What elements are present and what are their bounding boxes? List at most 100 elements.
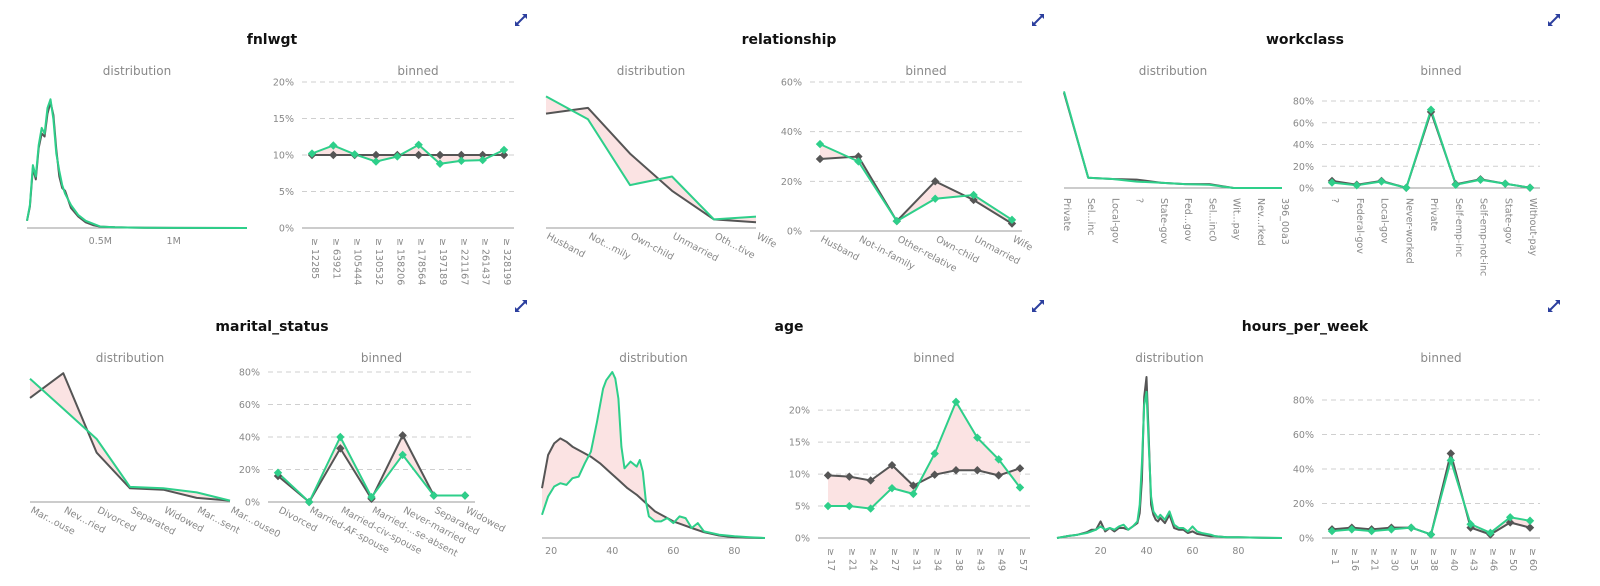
x-tick-label: ≥ 24 xyxy=(868,548,879,571)
current-point xyxy=(329,141,338,150)
current-point xyxy=(429,491,439,500)
current-point xyxy=(1446,456,1455,465)
x-tick-label: Federal-gov xyxy=(1354,198,1365,254)
current-distribution-line xyxy=(1063,91,1282,189)
current-binned-line xyxy=(828,399,1021,510)
current-point xyxy=(845,501,854,511)
binned-chart: 0% 20% 40% 60% 80%? Federal-gov Local-gov Never… xyxy=(1293,97,1540,276)
drift-difference-area xyxy=(278,435,465,502)
current-point xyxy=(1486,528,1495,538)
x-tick-label: ≥ 50 xyxy=(1507,548,1518,571)
current-point xyxy=(1367,526,1376,536)
drift-difference-area xyxy=(27,99,247,228)
current-point xyxy=(336,432,345,442)
x-tick-label: ≥ 34 xyxy=(932,548,943,571)
binned-chart: 0% 5% 10% 15% 20% ≥ 17 ≥ 21 ≥ 24 ≥ 27 ≥ 31 ≥ 34 ≥ 3… xyxy=(789,397,1030,571)
drift-difference-area xyxy=(542,372,765,538)
x-tick-label: Own-child xyxy=(629,231,676,263)
expand-icon[interactable] xyxy=(1548,14,1560,26)
binned-subtitle: binned xyxy=(397,64,438,78)
reference-point xyxy=(414,150,423,160)
x-tick-label: ≥ 40 xyxy=(1448,548,1459,571)
x-tick-label: Sel...inc xyxy=(1085,198,1096,235)
x-tick-label: Wife xyxy=(1011,234,1035,254)
y-tick-label: 40% xyxy=(1293,140,1314,151)
x-tick-label: Private xyxy=(1061,198,1072,231)
x-tick-label: 60 xyxy=(667,546,679,557)
binned-chart: 0% 20% 40% 60% 80% ≥ 1 ≥ 16 ≥ 21 ≥ 30 ≥ 35 ≥ 38 ≥ 4… xyxy=(1293,396,1540,571)
expand-icon[interactable] xyxy=(515,300,527,312)
current-point xyxy=(1476,175,1485,185)
expand-icon[interactable] xyxy=(1032,14,1044,26)
current-distribution-line xyxy=(541,371,766,539)
x-tick-label: ≥ 30 xyxy=(1388,548,1399,571)
x-tick-label: ≥ 21 xyxy=(1369,548,1380,571)
reference-point xyxy=(1506,518,1515,527)
x-tick-label: 20 xyxy=(1095,546,1107,557)
y-tick-label: 60% xyxy=(1293,118,1314,129)
reference-point xyxy=(457,150,466,160)
current-point xyxy=(1327,178,1337,187)
reference-point xyxy=(823,471,833,480)
x-tick-label: Local-gov xyxy=(1379,198,1390,244)
current-point xyxy=(887,483,897,493)
x-tick-label: 396_00a3 xyxy=(1279,198,1290,245)
y-tick-label: 20% xyxy=(239,465,260,476)
current-point xyxy=(1402,183,1411,192)
x-tick-label: Unmarried xyxy=(671,231,721,264)
x-tick-label: ≥ 130532 xyxy=(373,238,384,285)
current-point xyxy=(1426,105,1436,114)
reference-point xyxy=(866,476,875,485)
current-point xyxy=(371,157,381,166)
reference-binned-line xyxy=(819,155,1013,225)
x-tick-label: 20 xyxy=(545,546,557,557)
current-binned-line xyxy=(1331,106,1531,190)
x-tick-label: Without-pay xyxy=(1527,198,1538,256)
current-point xyxy=(1525,183,1535,192)
x-tick-label: 80 xyxy=(1232,546,1244,557)
y-tick-label: 20% xyxy=(781,177,802,188)
expand-icon[interactable] xyxy=(1032,300,1044,312)
distribution-subtitle: distribution xyxy=(617,64,685,78)
x-tick-label: ≥ 178564 xyxy=(416,238,427,285)
reference-distribution-line xyxy=(1063,92,1282,189)
x-tick-label: ≥ 21 xyxy=(846,548,857,571)
drift-difference-area xyxy=(1064,91,1282,188)
binned-chart: 0%20%40%60%HusbandNot-in-familyOther-rel… xyxy=(781,78,1035,275)
feature-title: workclass xyxy=(1266,32,1344,48)
current-point xyxy=(1352,181,1361,190)
x-tick-label: ≥ 221167 xyxy=(458,238,469,285)
x-tick-label: Sel...inc0 xyxy=(1206,198,1217,242)
feature-panel-age: age distribution 20 40 60 80 binned 0% 5% 10% 15% 2… xyxy=(541,319,1030,571)
y-tick-label: 0% xyxy=(1299,534,1314,545)
x-tick-label: ≥ 158206 xyxy=(394,238,405,285)
reference-point xyxy=(973,466,982,475)
x-tick-label: 40 xyxy=(1140,546,1152,557)
expand-icon[interactable] xyxy=(1548,300,1560,312)
reference-point xyxy=(1015,464,1025,473)
x-tick-label: ≥ 35 xyxy=(1408,548,1419,571)
y-tick-label: 10% xyxy=(789,470,810,481)
reference-point xyxy=(909,481,918,490)
distribution-chart: 0.5M 1M xyxy=(26,98,248,247)
x-tick-label: Wife xyxy=(755,231,779,251)
current-point xyxy=(1347,525,1356,534)
reference-point xyxy=(478,150,487,160)
current-point xyxy=(1426,530,1436,539)
y-tick-label: 15% xyxy=(789,438,810,449)
reference-binned-line xyxy=(277,433,465,504)
current-point xyxy=(1007,215,1017,225)
y-tick-label: 60% xyxy=(1293,430,1314,441)
current-distribution-line xyxy=(545,95,757,221)
y-tick-label: 20% xyxy=(1293,499,1314,510)
x-tick-label: ≥ 105444 xyxy=(352,238,363,285)
current-point xyxy=(457,156,466,166)
drift-difference-area xyxy=(546,96,756,223)
x-tick-label: ≥ 31 xyxy=(910,548,921,571)
reference-binned-line xyxy=(1331,108,1531,190)
current-point xyxy=(909,489,918,499)
x-tick-label: ≥ 46 xyxy=(1487,548,1498,571)
x-tick-label: Self-emp-inc xyxy=(1453,198,1464,257)
expand-icon[interactable] xyxy=(515,14,527,26)
binned-subtitle: binned xyxy=(905,64,946,78)
